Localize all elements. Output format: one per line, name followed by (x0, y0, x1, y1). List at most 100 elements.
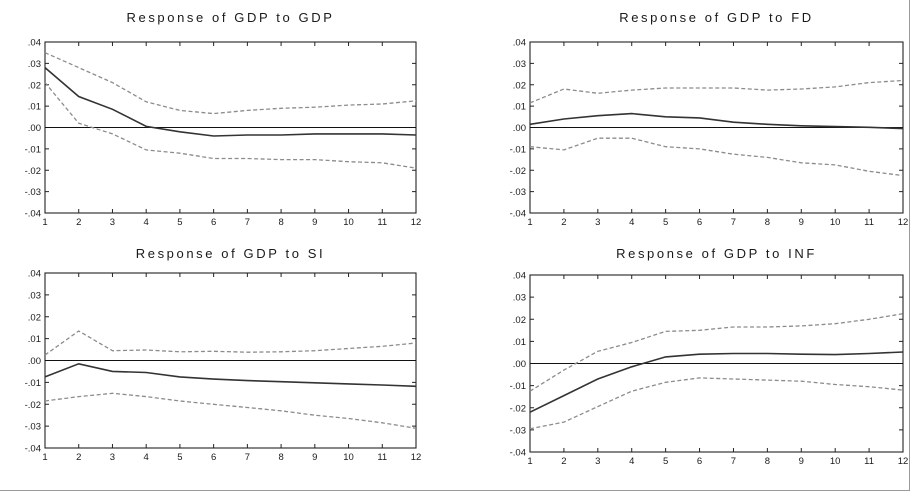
y-tick-label: -.03 (25, 187, 41, 198)
x-tick-label: 7 (731, 456, 736, 467)
y-tick-label: .01 (513, 102, 526, 113)
x-tick-label: 11 (377, 452, 387, 463)
x-tick-label: 4 (629, 217, 634, 228)
y-tick-label: -.01 (510, 144, 526, 155)
y-tick-label: .03 (28, 59, 41, 70)
x-tick-label: 9 (312, 452, 317, 463)
x-tick-label: 3 (110, 452, 115, 463)
y-tick-label: -.02 (510, 403, 526, 414)
x-tick-label: 1 (42, 452, 47, 463)
upper-band-line (44, 330, 417, 356)
y-tick-label: .04 (513, 38, 526, 49)
y-tick-label: .00 (513, 123, 526, 134)
lower-band-line (44, 82, 417, 169)
x-tick-label: 2 (561, 456, 566, 467)
x-tick-label: 10 (343, 452, 354, 463)
panel-3: Response of GDP to SI .04 .03 .02 .01 .00 -.01… (25, 246, 422, 463)
x-tick-label: 8 (278, 452, 283, 463)
x-tick-label: 11 (377, 217, 387, 228)
y-tick-label: -.02 (25, 400, 41, 411)
x-tick-label: 11 (864, 217, 874, 228)
x-tick-label: 6 (697, 456, 702, 467)
x-tick-label: 3 (595, 456, 600, 467)
upper-band-line (529, 313, 904, 392)
y-tick-label: .03 (513, 59, 526, 70)
y-tick-label: .02 (513, 315, 526, 326)
y-tick-label: .02 (28, 312, 41, 323)
x-tick-label: 10 (343, 217, 354, 228)
upper-band-line (44, 52, 417, 115)
x-tick-label: 3 (110, 217, 115, 228)
x-tick-label: 5 (177, 452, 182, 463)
response-line (44, 66, 417, 137)
y-tick-label: .00 (513, 359, 526, 370)
y-tick-label: .01 (28, 334, 41, 345)
y-tick-label: -.01 (510, 381, 526, 392)
y-tick-label: .01 (513, 337, 526, 348)
y-tick-label: .00 (28, 356, 41, 367)
y-tick-label: -.02 (25, 166, 41, 177)
x-tick-label: 7 (731, 217, 736, 228)
panel-title: Response of GDP to SI (136, 246, 326, 261)
x-tick-label: 11 (864, 456, 874, 467)
x-tick-label: 3 (595, 217, 600, 228)
x-tick-label: 8 (765, 456, 770, 467)
x-tick-label: 12 (898, 456, 909, 467)
upper-band-line (529, 79, 904, 104)
x-tick-label: 4 (144, 452, 149, 463)
x-tick-label: 8 (765, 217, 770, 228)
y-tick-label: .04 (28, 38, 41, 49)
x-tick-label: 1 (527, 217, 532, 228)
x-tick-label: 2 (76, 217, 81, 228)
x-tick-label: 12 (411, 452, 422, 463)
x-tick-label: 7 (245, 452, 250, 463)
x-tick-label: 4 (144, 217, 149, 228)
y-tick-label: .03 (513, 293, 526, 304)
x-tick-label: 1 (527, 456, 532, 467)
lower-band-line (44, 392, 417, 429)
x-tick-label: 6 (697, 217, 702, 228)
x-tick-label: 10 (830, 456, 841, 467)
y-tick-label: -.04 (25, 444, 41, 455)
y-tick-label: -.04 (25, 209, 41, 220)
y-tick-label: -.02 (510, 166, 526, 177)
y-tick-label: .03 (28, 290, 41, 301)
x-tick-label: 4 (629, 456, 634, 467)
x-tick-label: 5 (663, 217, 668, 228)
panel-title: Response of GDP to INF (616, 246, 817, 261)
x-tick-label: 8 (278, 217, 283, 228)
x-tick-label: 12 (898, 217, 909, 228)
y-tick-label: .04 (513, 271, 526, 282)
x-tick-label: 6 (211, 217, 216, 228)
x-tick-label: 9 (799, 217, 804, 228)
x-tick-label: 6 (211, 452, 216, 463)
panel-4: Response of GDP to INF .04 .03 .02 .01 .00 -.0… (510, 246, 909, 467)
response-line (44, 362, 417, 388)
y-tick-label: -.03 (25, 422, 41, 433)
panel-2: Response of GDP to FD .04 .03 .02 .01 .00 -.01… (510, 10, 909, 228)
y-tick-label: .00 (28, 123, 41, 134)
y-tick-label: -.01 (25, 144, 41, 155)
panel-1: Response of GDP to GDP .04 .03 .02 .01 .00 -.0… (25, 10, 422, 228)
panel-title: Response of GDP to FD (619, 10, 814, 25)
y-tick-label: .04 (28, 269, 41, 280)
x-tick-label: 2 (561, 217, 566, 228)
lower-band-line (529, 377, 904, 430)
y-tick-label: .02 (513, 80, 526, 91)
x-tick-label: 2 (76, 452, 81, 463)
y-tick-label: -.04 (510, 448, 526, 459)
x-tick-label: 1 (42, 217, 47, 228)
y-tick-label: .01 (28, 102, 41, 113)
lower-band-line (529, 137, 904, 177)
y-tick-label: -.01 (25, 378, 41, 389)
response-line (529, 112, 904, 130)
response-line (529, 351, 904, 413)
x-tick-label: 7 (245, 217, 250, 228)
y-tick-label: -.03 (510, 187, 526, 198)
x-tick-label: 12 (411, 217, 422, 228)
x-tick-label: 10 (830, 217, 841, 228)
y-tick-label: -.03 (510, 425, 526, 436)
x-tick-label: 5 (177, 217, 182, 228)
